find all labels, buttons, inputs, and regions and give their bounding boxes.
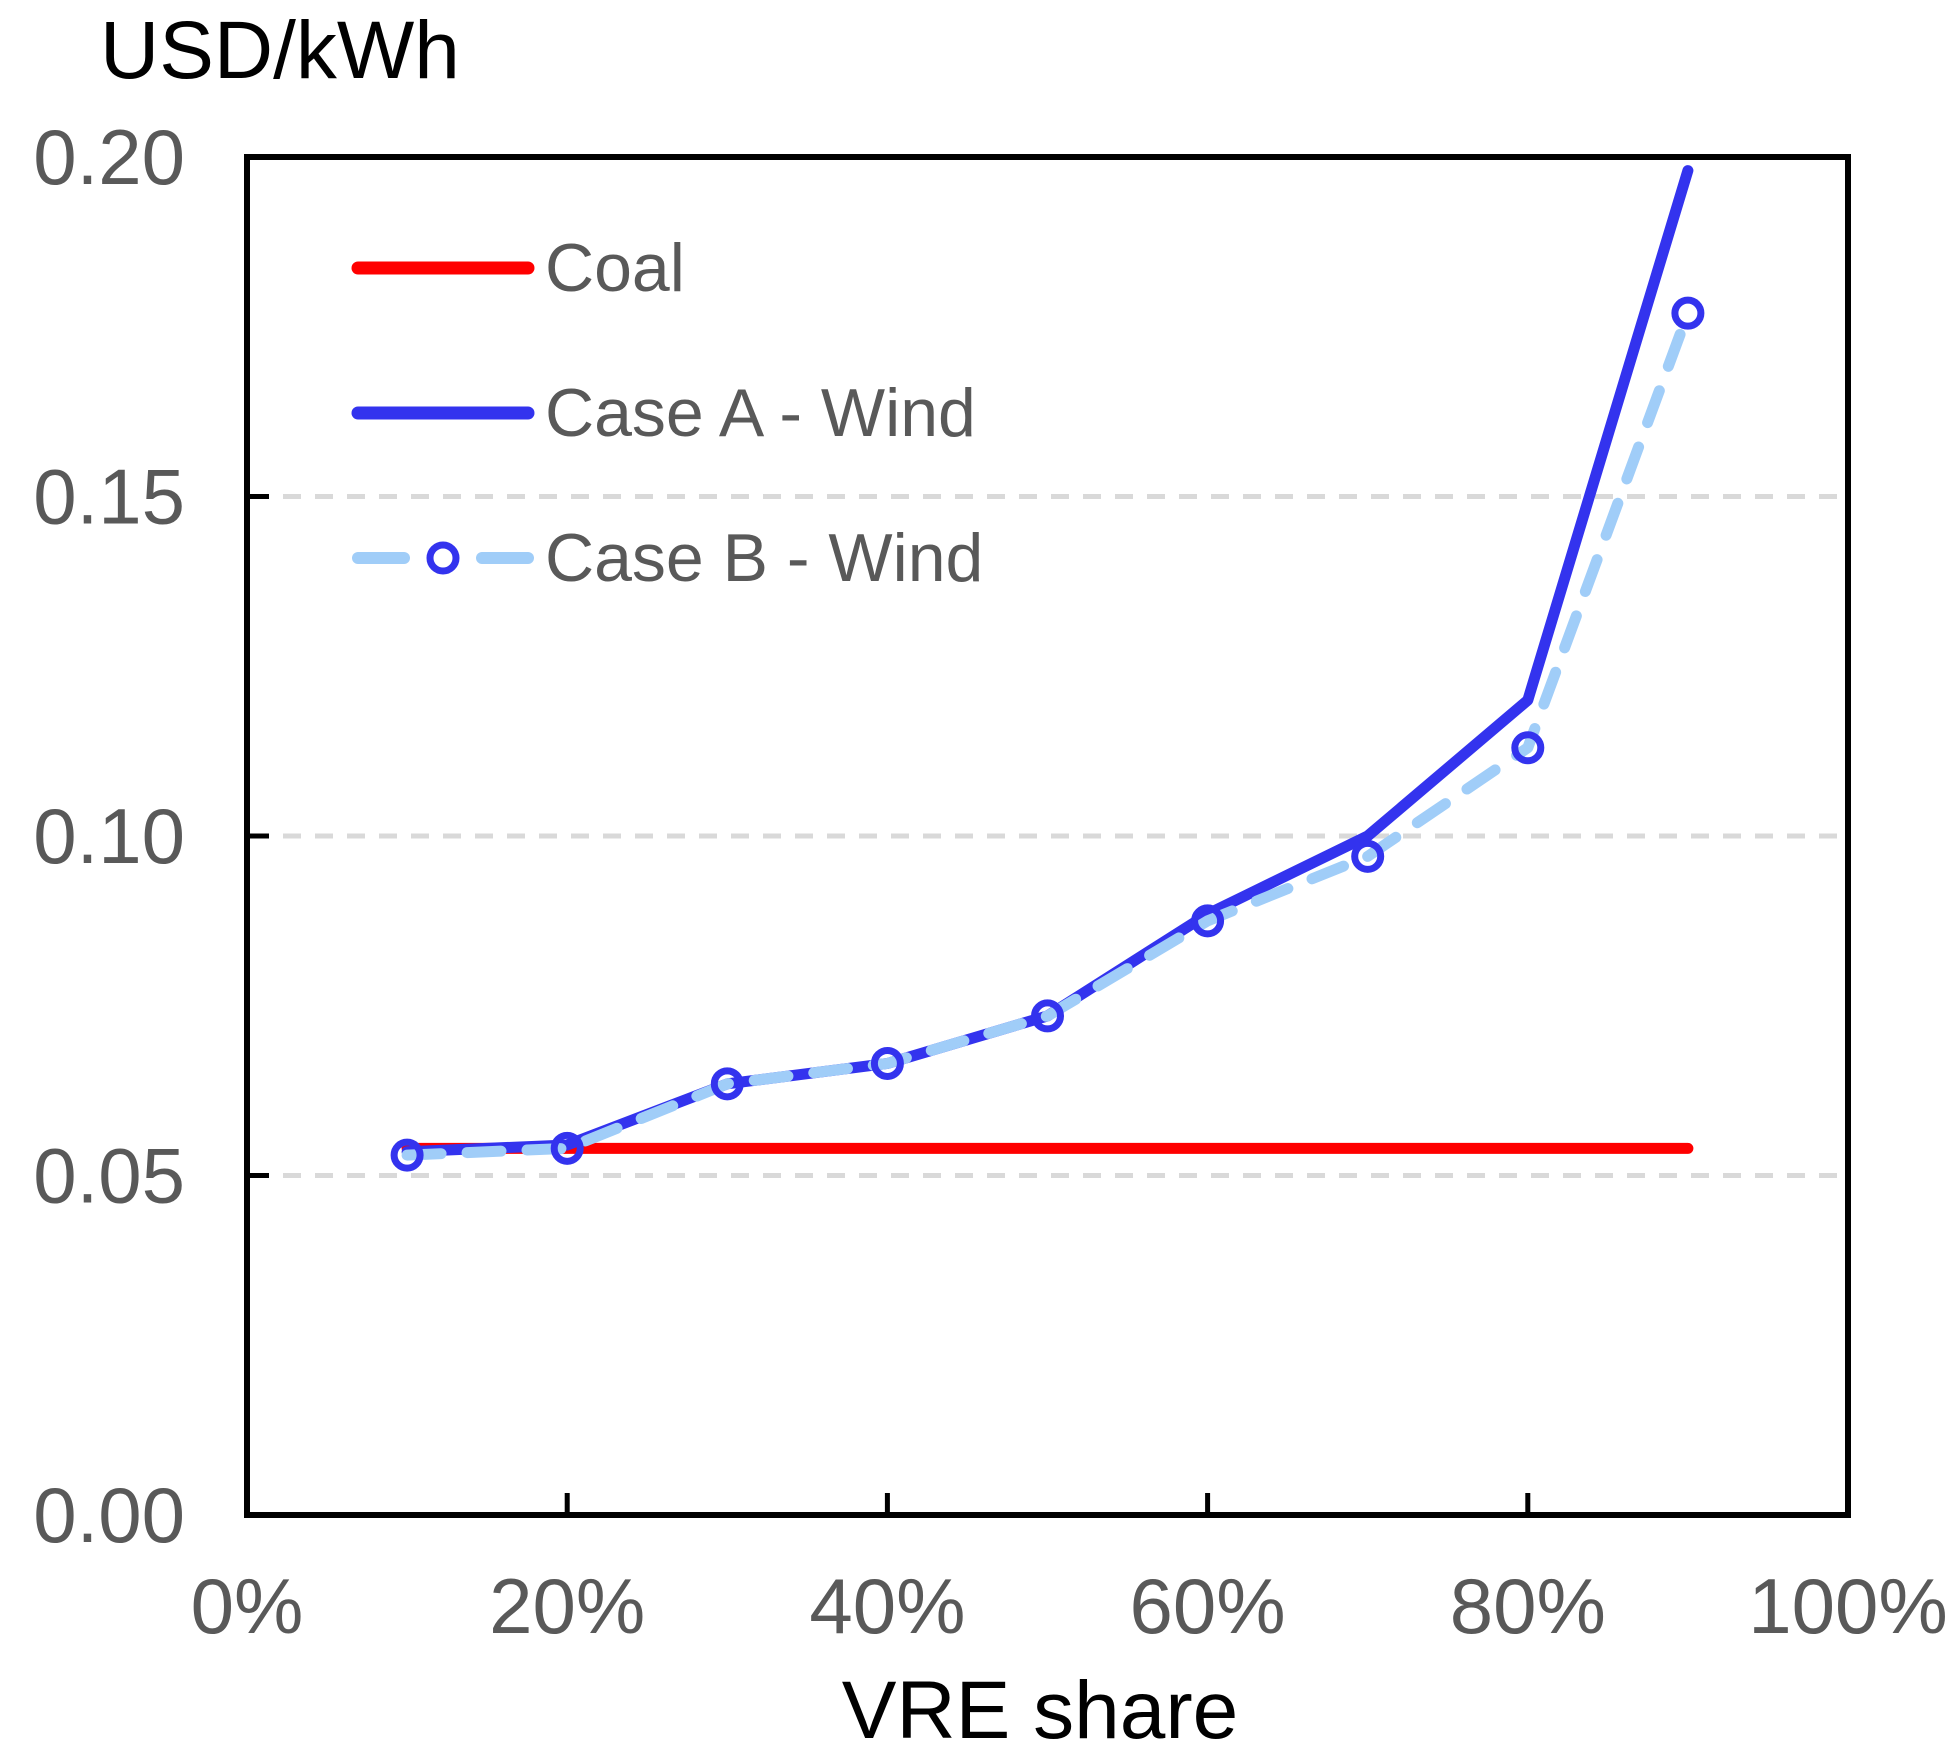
data-point-marker bbox=[710, 1067, 744, 1101]
data-point-marker bbox=[1031, 999, 1064, 1033]
x-tick-label: 100% bbox=[1748, 1562, 1948, 1650]
y-axis-title: USD/kWh bbox=[100, 5, 460, 96]
legend-item-coal: Coal bbox=[351, 230, 685, 306]
y-tick-label: 0.05 bbox=[33, 1132, 185, 1220]
x-tick-label: 80% bbox=[1450, 1562, 1606, 1650]
y-tick-label: 0.10 bbox=[33, 792, 185, 880]
legend-case-a-label: Case A - Wind bbox=[545, 375, 976, 451]
x-tick-label: 0% bbox=[191, 1562, 304, 1650]
x-tick-label: 20% bbox=[489, 1562, 645, 1650]
gridlines bbox=[251, 494, 1848, 1178]
data-point-marker bbox=[390, 1138, 424, 1172]
legend: Coal Case A - Wind Case B - Wind bbox=[351, 230, 983, 596]
data-point-marker bbox=[550, 1131, 584, 1165]
data-point-marker bbox=[870, 1046, 904, 1080]
data-point-marker bbox=[1511, 731, 1545, 765]
data-point-marker bbox=[1191, 904, 1225, 938]
data-point-marker bbox=[1351, 839, 1385, 873]
series-line-case-b-wind bbox=[401, 307, 1694, 1161]
data-point-marker bbox=[1671, 296, 1705, 330]
series-lines bbox=[390, 165, 1705, 1172]
x-tick-label: 40% bbox=[809, 1562, 965, 1650]
legend-case-b-marker-icon bbox=[426, 541, 460, 575]
y-tick-label: 0.20 bbox=[33, 113, 185, 201]
legend-item-case-a: Case A - Wind bbox=[351, 375, 976, 451]
legend-item-case-b: Case B - Wind bbox=[352, 520, 983, 596]
legend-coal-label: Coal bbox=[545, 230, 685, 306]
axis-ticks bbox=[244, 154, 1851, 1518]
y-tick-label: 0.00 bbox=[33, 1471, 185, 1559]
y-tick-label: 0.15 bbox=[33, 453, 185, 541]
tick-labels: 0% 20% 40% 60% 80% 100% 0.00 0.05 0.10 0.15 0.20 bbox=[33, 113, 1948, 1650]
x-tick-label: 60% bbox=[1130, 1562, 1286, 1650]
legend-case-b-label: Case B - Wind bbox=[545, 520, 983, 596]
x-axis-title: VRE share bbox=[842, 1665, 1239, 1748]
